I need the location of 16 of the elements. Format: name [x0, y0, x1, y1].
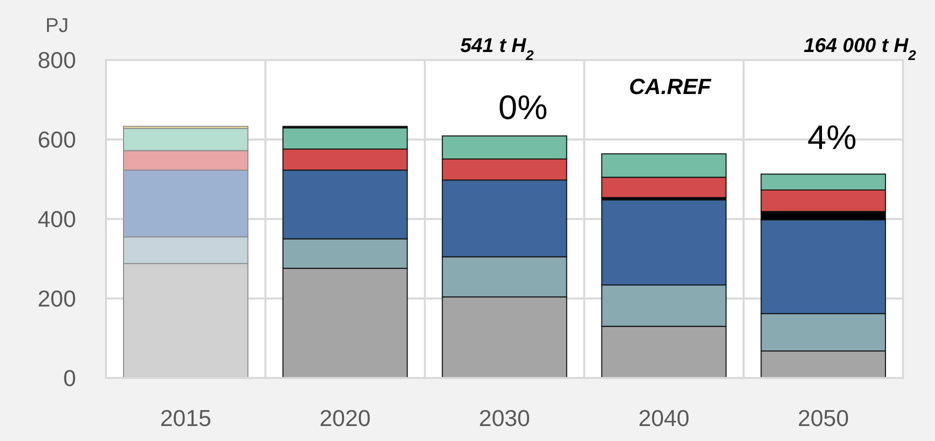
annotation: 541 t H$_{2}$	[460, 35, 534, 63]
y-axis-title: PJ	[45, 15, 69, 37]
y-tick-label: 200	[38, 286, 76, 312]
annotation: 0%	[498, 89, 548, 127]
x-tick-label: 2040	[638, 405, 690, 432]
y-tick-label: 600	[38, 126, 76, 153]
annotation: CA.REF	[629, 74, 712, 99]
x-tick-label: 2015	[160, 405, 212, 432]
x-tick-label: 2020	[320, 405, 371, 432]
annotation: 164 000 t H$_{2}$	[804, 35, 916, 63]
x-tick-label: 2050	[798, 405, 849, 432]
y-tick-label: 400	[38, 206, 76, 232]
y-tick-label: 800	[38, 47, 76, 74]
y-tick-label: 0	[63, 365, 76, 392]
x-tick-label: 2030	[478, 405, 530, 432]
annotation: 4%	[807, 119, 857, 157]
